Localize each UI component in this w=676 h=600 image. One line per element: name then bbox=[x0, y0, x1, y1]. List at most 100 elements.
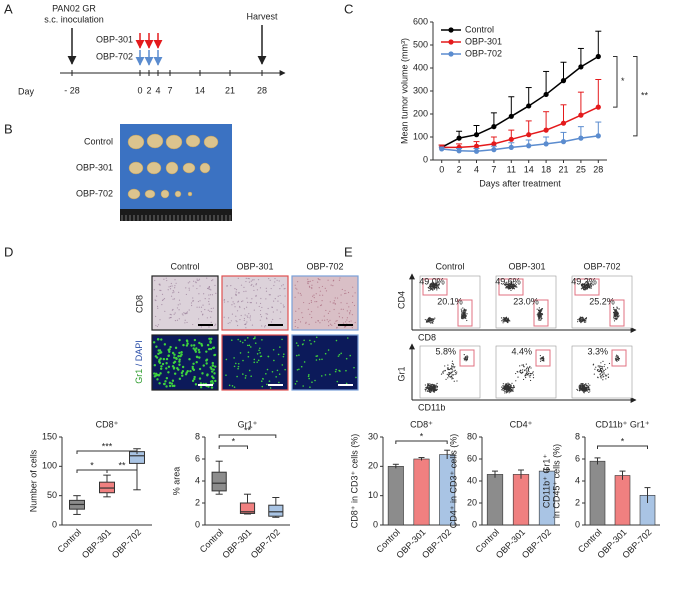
ihc-texture bbox=[192, 300, 195, 302]
y-tick-label: 2 bbox=[575, 497, 580, 507]
timeline-day: 2 bbox=[146, 85, 151, 95]
ihc-texture bbox=[170, 382, 174, 385]
flow-event bbox=[509, 389, 511, 392]
ihc-texture bbox=[320, 304, 323, 306]
ihc-texture bbox=[248, 278, 250, 280]
ihc-texture bbox=[155, 299, 157, 302]
flow-event bbox=[509, 387, 512, 389]
x-tick-label: OBP-702 bbox=[110, 527, 143, 560]
flow-event bbox=[599, 369, 601, 372]
flow-event bbox=[430, 285, 432, 288]
point bbox=[508, 136, 514, 142]
flow-event bbox=[577, 389, 579, 391]
ihc-texture bbox=[276, 279, 278, 281]
ihc-texture bbox=[209, 340, 212, 343]
significance-label: * bbox=[621, 436, 625, 446]
flow-event bbox=[432, 281, 434, 283]
flow-event bbox=[594, 368, 596, 370]
ihc-texture bbox=[167, 365, 171, 368]
box bbox=[268, 504, 284, 517]
flow-event bbox=[463, 312, 466, 314]
y-tick-label: 6 bbox=[575, 453, 580, 463]
ihc-texture bbox=[247, 355, 250, 358]
ruler bbox=[120, 209, 232, 221]
ihc-texture bbox=[302, 343, 304, 345]
y-axis-label: CD4⁺ in CD3⁺ cells (%) bbox=[448, 434, 458, 529]
ihc-texture bbox=[171, 285, 173, 287]
ihc-texture bbox=[162, 299, 164, 301]
ihc-texture bbox=[245, 277, 247, 279]
flow-event bbox=[528, 371, 530, 373]
ihc-texture bbox=[180, 371, 184, 375]
flow-event bbox=[588, 386, 590, 388]
ihc-texture bbox=[266, 318, 268, 320]
flow-event bbox=[436, 283, 438, 285]
ihc-texture bbox=[190, 344, 193, 347]
flow-event bbox=[463, 315, 465, 317]
ihc-texture bbox=[223, 299, 226, 301]
ihc-texture bbox=[296, 380, 298, 383]
ihc-texture bbox=[202, 364, 205, 367]
significance-label: ** bbox=[641, 91, 649, 101]
flow-event bbox=[506, 384, 508, 387]
ihc-texture bbox=[298, 354, 300, 356]
flow-event bbox=[450, 375, 453, 377]
flow-event bbox=[526, 367, 528, 370]
ihc-texture bbox=[242, 300, 244, 302]
flow-event bbox=[615, 356, 617, 358]
flow-event bbox=[536, 308, 538, 310]
flow-event bbox=[584, 318, 586, 321]
ihc-texture bbox=[226, 285, 228, 287]
ihc-texture bbox=[158, 349, 162, 352]
flow-event bbox=[576, 388, 578, 391]
flow-event bbox=[432, 289, 434, 291]
flow-event bbox=[509, 320, 511, 322]
significance-label: * bbox=[90, 460, 94, 470]
ihc-texture bbox=[155, 295, 158, 297]
legend-marker bbox=[448, 39, 454, 45]
flow-event bbox=[506, 383, 508, 385]
flow-event bbox=[451, 374, 453, 376]
bar bbox=[512, 474, 530, 526]
y-axis-label: CD11b⁺ Gr1⁺ bbox=[541, 454, 551, 509]
ihc-texture bbox=[336, 327, 338, 329]
ihc-texture bbox=[198, 279, 200, 281]
flow-event bbox=[581, 387, 583, 389]
ihc-texture bbox=[305, 321, 307, 323]
ihc-texture bbox=[211, 361, 215, 365]
flow-event bbox=[430, 388, 432, 391]
flow-event bbox=[541, 312, 543, 315]
ihc-texture bbox=[347, 291, 350, 294]
flow-event bbox=[526, 366, 529, 368]
ihc-texture bbox=[241, 300, 243, 303]
ihc-texture bbox=[294, 325, 296, 328]
ihc-texture bbox=[335, 320, 337, 322]
flow-event bbox=[511, 389, 513, 391]
y-tick-label: 100 bbox=[42, 461, 57, 471]
flow-event bbox=[583, 320, 585, 322]
point bbox=[578, 64, 584, 70]
ihc-texture bbox=[210, 370, 214, 373]
flow-event bbox=[540, 309, 542, 312]
timeline-text: Day bbox=[18, 86, 35, 96]
ihc-texture bbox=[281, 338, 283, 341]
flow-event bbox=[540, 316, 542, 318]
flow-event bbox=[530, 374, 532, 376]
ihc-texture bbox=[248, 344, 251, 347]
ihc-texture bbox=[160, 338, 163, 341]
ihc-texture bbox=[155, 315, 157, 318]
point bbox=[508, 113, 514, 119]
flow-event bbox=[592, 363, 595, 365]
flow-event bbox=[581, 287, 583, 289]
ihc-texture bbox=[257, 359, 260, 362]
bar bbox=[413, 458, 430, 526]
flow-event bbox=[522, 364, 524, 366]
ihc-texture bbox=[173, 291, 175, 293]
ihc-texture bbox=[336, 320, 338, 322]
ihc-texture bbox=[345, 292, 347, 294]
gate-label: 3.3% bbox=[587, 346, 608, 356]
ihc-texture bbox=[200, 306, 203, 308]
flow-event bbox=[593, 373, 595, 375]
ihc-texture bbox=[186, 311, 189, 313]
flow-event bbox=[588, 387, 590, 389]
